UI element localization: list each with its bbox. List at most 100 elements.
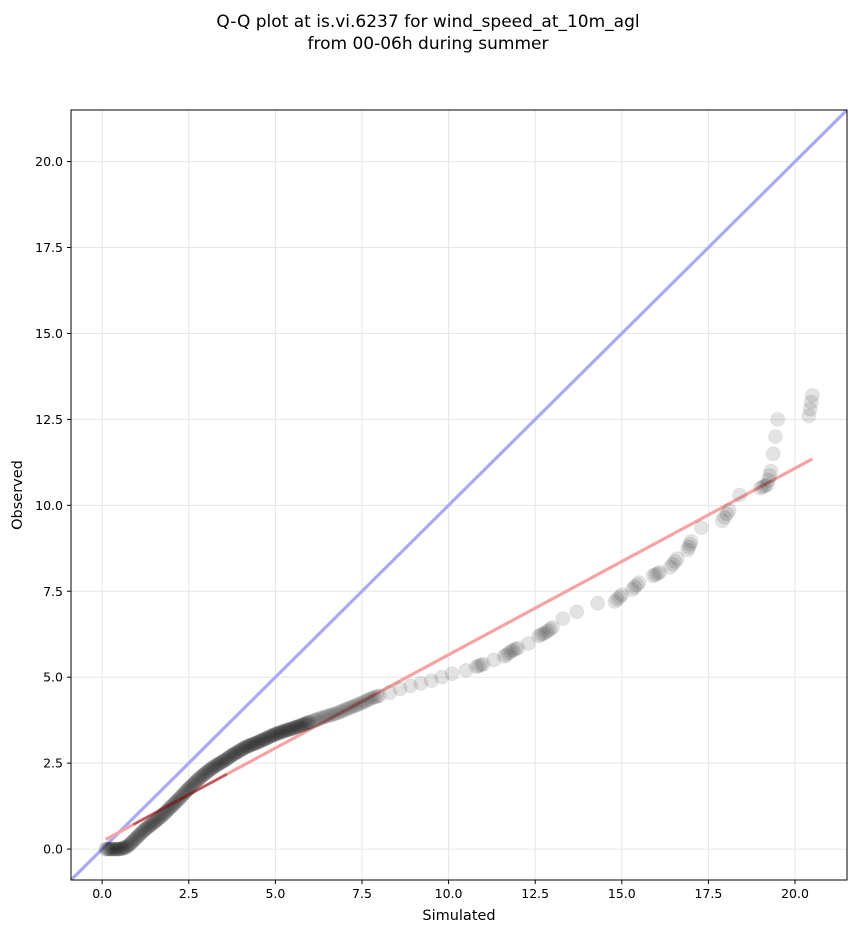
quantile-point: [614, 587, 630, 603]
quantile-point: [196, 767, 212, 783]
quantile-point: [263, 728, 279, 744]
quantile-point: [269, 726, 285, 742]
quantile-point: [145, 815, 161, 831]
y-tick-label: 20.0: [35, 154, 63, 169]
quantile-point: [468, 659, 484, 675]
quantile-point: [286, 720, 302, 736]
quantile-point: [197, 766, 213, 782]
quantile-point: [254, 732, 270, 748]
quantile-point: [413, 675, 429, 691]
quantile-point: [124, 834, 140, 850]
quantile-point: [260, 729, 276, 745]
quantile-point: [243, 737, 259, 753]
quantile-point: [284, 721, 300, 737]
quantile-point: [545, 619, 561, 635]
quantile-point: [101, 841, 117, 857]
quantile-point: [434, 669, 450, 685]
quantile-point: [752, 480, 768, 496]
quantile-point: [198, 765, 214, 781]
quantile-point: [714, 513, 730, 529]
quantile-point: [147, 813, 163, 829]
quantile-point: [190, 772, 206, 788]
y-tick-label: 0.0: [43, 842, 63, 857]
quantile-point: [607, 594, 623, 610]
quantile-point: [351, 696, 367, 712]
quantile-point: [323, 707, 339, 723]
quantile-point: [102, 841, 118, 857]
quantile-point: [281, 721, 297, 737]
quantile-point: [300, 715, 316, 731]
x-tick-label: 15.0: [608, 886, 636, 901]
quantile-point: [252, 733, 268, 749]
quantile-point: [505, 642, 521, 658]
quantile-point: [362, 691, 378, 707]
quantile-point: [680, 542, 696, 558]
quantile-point: [234, 741, 250, 757]
quantile-point: [330, 705, 346, 721]
quantile-point: [195, 768, 211, 783]
x-tick-label: 12.5: [521, 886, 549, 901]
quantile-point: [503, 643, 519, 659]
quantile-point: [682, 536, 698, 552]
quantile-point: [236, 740, 252, 756]
quantile-point: [188, 774, 204, 790]
quantile-point: [510, 640, 526, 656]
quantile-point: [271, 725, 287, 741]
quantile-point: [100, 841, 116, 857]
quantile-point: [471, 658, 487, 674]
quantile-point: [267, 726, 283, 742]
quantile-point: [296, 716, 312, 732]
quantile-point: [624, 582, 640, 598]
quantile-point: [220, 750, 236, 766]
quantile-point: [204, 760, 220, 776]
quantile-point: [125, 833, 141, 849]
quantile-point: [279, 722, 295, 738]
quantile-point: [105, 841, 121, 857]
plot-series: [71, 110, 847, 880]
quantile-point: [288, 719, 304, 735]
axis-ticks: 0.0 2.5 5.0 7.5 10.0 12.5 15.0 17.5 20.0 0.0 2.5 5.…: [35, 154, 809, 901]
quantile-point: [250, 734, 266, 750]
quantile-point: [240, 738, 256, 754]
quantile-point: [117, 839, 133, 855]
quantile-point: [486, 652, 502, 668]
quantile-point: [138, 821, 154, 837]
quantile-point: [334, 703, 350, 719]
quantile-point: [423, 673, 439, 689]
quantile-point: [187, 775, 203, 791]
quantile-point: [667, 553, 683, 569]
quantile-point: [650, 565, 666, 581]
quantile-point: [120, 838, 136, 854]
y-tick-label: 17.5: [35, 240, 63, 255]
x-tick-label: 0.0: [92, 886, 112, 901]
quantile-point: [266, 727, 282, 743]
quantile-point: [760, 472, 776, 488]
quantile-point: [765, 446, 781, 462]
quantile-point: [540, 623, 556, 639]
quantile-point: [132, 826, 148, 842]
quantile-point: [307, 712, 323, 728]
quantile-point: [248, 735, 264, 751]
quantile-point: [280, 722, 296, 738]
quantile-point: [112, 841, 127, 857]
y-tick-label: 7.5: [43, 584, 63, 599]
quantile-point: [759, 477, 775, 493]
quantile-point: [662, 559, 678, 575]
plot-frame: [70, 109, 848, 881]
quantile-point: [719, 506, 735, 522]
quantile-point: [189, 773, 205, 789]
quantile-point: [264, 728, 280, 744]
quantile-point: [128, 831, 144, 847]
quantile-point: [645, 568, 661, 584]
quantile-point: [256, 732, 272, 748]
quantile-point: [732, 487, 748, 503]
quantile-point: [767, 429, 783, 445]
quantile-point: [382, 685, 398, 701]
quantile-point: [609, 591, 625, 607]
quantile-point: [339, 701, 355, 717]
quantile-point: [130, 828, 146, 844]
quantile-point: [357, 693, 373, 709]
quantile-point: [612, 589, 628, 605]
quantile-point: [542, 621, 558, 637]
